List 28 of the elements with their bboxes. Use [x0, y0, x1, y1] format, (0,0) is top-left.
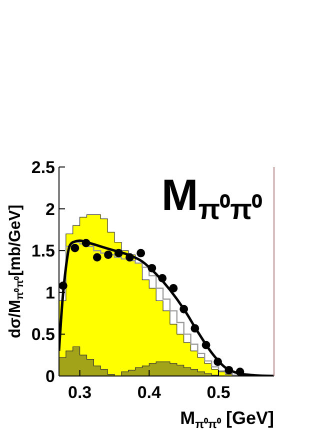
point	[82, 238, 90, 248]
point	[148, 264, 156, 272]
point	[92, 253, 102, 262]
point	[214, 358, 222, 366]
x-axis-title: M$_{π⁰π⁰}$ [GeV]	[180, 408, 274, 430]
y-tick-label: 1	[46, 283, 55, 302]
y-tick-label: 0.5	[31, 325, 55, 344]
x-tick-label: 0.4	[137, 383, 162, 402]
y-tick-label: 2	[46, 200, 55, 219]
y-tick-label: 2.5	[31, 158, 55, 177]
point	[104, 250, 112, 259]
point	[70, 244, 80, 252]
point	[114, 248, 123, 258]
chart-title: M$_{π⁰π⁰}$	[162, 171, 262, 226]
point	[136, 248, 146, 258]
point	[59, 282, 68, 290]
point	[158, 274, 167, 282]
point	[169, 284, 178, 292]
point	[180, 304, 188, 314]
y-tick-label: 0	[46, 367, 55, 386]
x-tick-label: 0.3	[68, 383, 92, 402]
point	[126, 253, 134, 262]
point	[190, 324, 200, 333]
point	[202, 340, 210, 350]
point	[224, 366, 234, 374]
y-tick-label: 1.5	[31, 242, 55, 261]
x-tick-label: 0.5	[206, 383, 230, 402]
point	[236, 368, 244, 376]
